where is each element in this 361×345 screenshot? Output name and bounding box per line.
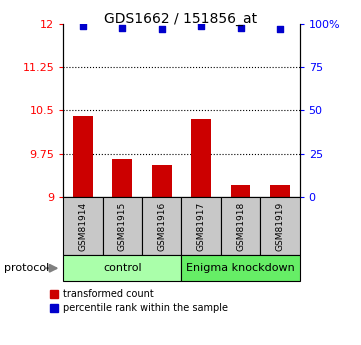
Point [159,27,165,32]
Point [238,25,243,30]
Bar [221,197,260,255]
Bar [260,197,300,255]
Text: GSM81915: GSM81915 [118,201,127,250]
Bar [73,116,93,197]
Text: protocol: protocol [4,263,49,273]
Bar [231,185,251,197]
Point [80,23,86,29]
Bar [191,119,211,197]
Bar [63,255,182,281]
Text: GSM81917: GSM81917 [197,201,206,250]
Bar [142,197,182,255]
Bar [182,255,300,281]
Point [198,23,204,29]
Bar [152,165,171,197]
Text: GSM81914: GSM81914 [78,201,87,250]
Legend: transformed count, percentile rank within the sample: transformed count, percentile rank withi… [50,289,228,313]
Text: GDS1662 / 151856_at: GDS1662 / 151856_at [104,12,257,26]
Text: GSM81919: GSM81919 [275,201,284,250]
Text: GSM81918: GSM81918 [236,201,245,250]
Bar [270,185,290,197]
Point [119,25,125,30]
Bar [103,197,142,255]
Point [277,27,283,32]
Bar [182,197,221,255]
Text: control: control [103,263,142,273]
Bar [112,159,132,197]
Text: Enigma knockdown: Enigma knockdown [186,263,295,273]
Bar [63,197,103,255]
Text: GSM81916: GSM81916 [157,201,166,250]
